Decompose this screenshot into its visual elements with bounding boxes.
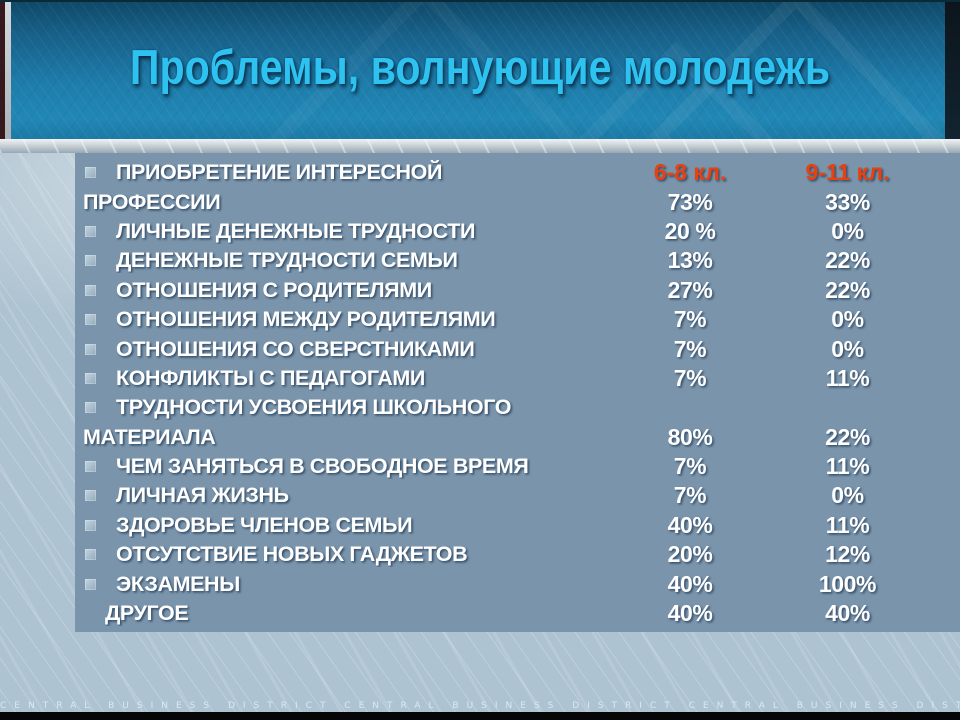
row-value-col1: 40% <box>667 511 713 538</box>
row-value-col2: 40% <box>825 600 870 627</box>
row-value-col2: 12% <box>825 541 870 568</box>
row-label: ЛИЧНЫЕ ДЕНЕЖНЫЕ ТРУДНОСТИ <box>116 218 475 243</box>
left-edge-maroon-strip <box>0 2 5 139</box>
row-label: ДЕНЕЖНЫЕ ТРУДНОСТИ СЕМЬИ <box>116 248 458 273</box>
right-edge-dark-strip <box>945 2 960 139</box>
table-row: ЧЕМ ЗАНЯТЬСЯ В СВОБОДНОЕ ВРЕМЯ 7% 11% <box>75 452 960 481</box>
table-row: МАТЕРИАЛА 80% 22% <box>75 423 960 452</box>
row-label: ТРУДНОСТИ УСВОЕНИЯ ШКОЛЬНОГО <box>116 395 512 420</box>
row-value-col2: 0% <box>831 217 864 244</box>
row-label: ПРИОБРЕТЕНИЕ ИНТЕРЕСНОЙ <box>116 160 443 185</box>
content-panel: ПРИОБРЕТЕНИЕ ИНТЕРЕСНОЙ 6-8 кл. 9-11 кл.… <box>75 153 960 632</box>
table-row: ЭКЗАМЕНЫ 40% 100% <box>75 569 960 598</box>
bullet-square-icon <box>85 284 96 296</box>
row-value-col2: 22% <box>825 247 870 274</box>
row-value-col1: 6-8 кл. <box>653 159 727 186</box>
left-edge-silver-strip <box>5 2 11 139</box>
template-footer-strip-text: CENTRAL BUSINESS DISTRICT CENTRAL BUSINE… <box>0 701 960 711</box>
row-label: ЛИЧНАЯ ЖИЗНЬ <box>116 483 289 508</box>
row-value-col2: 0% <box>831 306 864 333</box>
bullet-square-icon <box>85 255 96 267</box>
row-label: ОТНОШЕНИЯ СО СВЕРСТНИКАМИ <box>116 336 475 361</box>
row-value-col1: 40% <box>667 600 713 627</box>
row-label: ЗДОРОВЬЕ ЧЛЕНОВ СЕМЬИ <box>116 512 413 537</box>
slide-title: Проблемы, волнующие молодежь <box>129 41 831 95</box>
bullet-square-icon <box>85 225 96 237</box>
table-row: ОТНОШЕНИЯ СО СВЕРСТНИКАМИ 7% 0% <box>75 334 960 363</box>
row-value-col1: 7% <box>673 482 707 509</box>
bottom-black-strip <box>0 712 960 720</box>
row-value-col1: 20% <box>667 541 713 568</box>
table-row: ОТНОШЕНИЯ С РОДИТЕЛЯМИ 27% 22% <box>75 276 960 305</box>
row-value-col1: 27% <box>667 276 713 303</box>
row-value-col1: 20 % <box>664 217 716 244</box>
bullet-square-icon <box>85 490 96 502</box>
table-row: ЛИЧНАЯ ЖИЗНЬ 7% 0% <box>75 481 960 510</box>
row-value-col2: 11% <box>825 511 870 538</box>
bullet-square-icon <box>85 461 96 473</box>
header-divider-band <box>0 139 960 153</box>
row-value-col2: 22% <box>825 423 870 450</box>
bullet-square-icon <box>85 549 96 561</box>
row-value-col2: 11% <box>825 364 870 391</box>
row-label: ОТНОШЕНИЯ МЕЖДУ РОДИТЕЛЯМИ <box>116 307 496 332</box>
table-row: ТРУДНОСТИ УСВОЕНИЯ ШКОЛЬНОГО <box>75 393 960 422</box>
table-row: ПРОФЕССИИ 73% 33% <box>75 187 960 216</box>
row-value-col1: 80% <box>667 423 713 450</box>
row-label: ОТСУТСТВИЕ НОВЫХ ГАДЖЕТОВ <box>116 542 468 567</box>
table-row: ДРУГОЕ 40% 40% <box>75 599 960 628</box>
row-label: МАТЕРИАЛА <box>83 424 216 449</box>
row-label: ОТНОШЕНИЯ С РОДИТЕЛЯМИ <box>116 277 432 302</box>
bullet-square-icon <box>85 519 96 531</box>
bullet-square-icon <box>85 372 96 384</box>
row-value-col1: 13% <box>667 247 713 274</box>
row-value-col1: 40% <box>667 570 713 597</box>
row-label: ДРУГОЕ <box>105 601 189 626</box>
bullet-square-icon <box>85 578 96 590</box>
row-value-col2: 9-11 кл. <box>805 159 890 186</box>
slide-body: ПРИОБРЕТЕНИЕ ИНТЕРЕСНОЙ 6-8 кл. 9-11 кл.… <box>0 153 960 720</box>
row-value-col1: 7% <box>673 364 707 391</box>
table-row: ПРИОБРЕТЕНИЕ ИНТЕРЕСНОЙ 6-8 кл. 9-11 кл. <box>75 158 960 187</box>
row-value-col1: 73% <box>667 188 713 215</box>
table-row: ДЕНЕЖНЫЕ ТРУДНОСТИ СЕМЬИ 13% 22% <box>75 246 960 275</box>
row-label: КОНФЛИКТЫ С ПЕДАГОГАМИ <box>116 365 425 390</box>
table-row: ЛИЧНЫЕ ДЕНЕЖНЫЕ ТРУДНОСТИ 20 % 0% <box>75 217 960 246</box>
table-row: ЗДОРОВЬЕ ЧЛЕНОВ СЕМЬИ 40% 11% <box>75 511 960 540</box>
bullet-square-icon <box>85 402 96 414</box>
bullet-square-icon <box>85 167 96 179</box>
table-row: ОТСУТСТВИЕ НОВЫХ ГАДЖЕТОВ 20% 12% <box>75 540 960 569</box>
row-value-col2: 11% <box>825 453 870 480</box>
row-value-col2: 0% <box>831 335 864 362</box>
row-label: ЭКЗАМЕНЫ <box>116 571 240 596</box>
bullet-square-icon <box>85 314 96 326</box>
row-value-col2: 33% <box>825 188 870 215</box>
row-value-col2: 0% <box>831 482 864 509</box>
row-value-col1: 7% <box>673 335 707 362</box>
row-label: ЧЕМ ЗАНЯТЬСЯ В СВОБОДНОЕ ВРЕМЯ <box>116 454 529 479</box>
row-value-col2: 22% <box>825 276 870 303</box>
row-value-col1: 7% <box>673 306 707 333</box>
row-value-col1: 7% <box>673 453 707 480</box>
row-value-col2: 100% <box>818 570 877 597</box>
table-row: КОНФЛИКТЫ С ПЕДАГОГАМИ 7% 11% <box>75 364 960 393</box>
row-label: ПРОФЕССИИ <box>83 189 221 214</box>
slide-header: Проблемы, волнующие молодежь <box>0 0 960 139</box>
table-row: ОТНОШЕНИЯ МЕЖДУ РОДИТЕЛЯМИ 7% 0% <box>75 305 960 334</box>
bullet-square-icon <box>85 343 96 355</box>
